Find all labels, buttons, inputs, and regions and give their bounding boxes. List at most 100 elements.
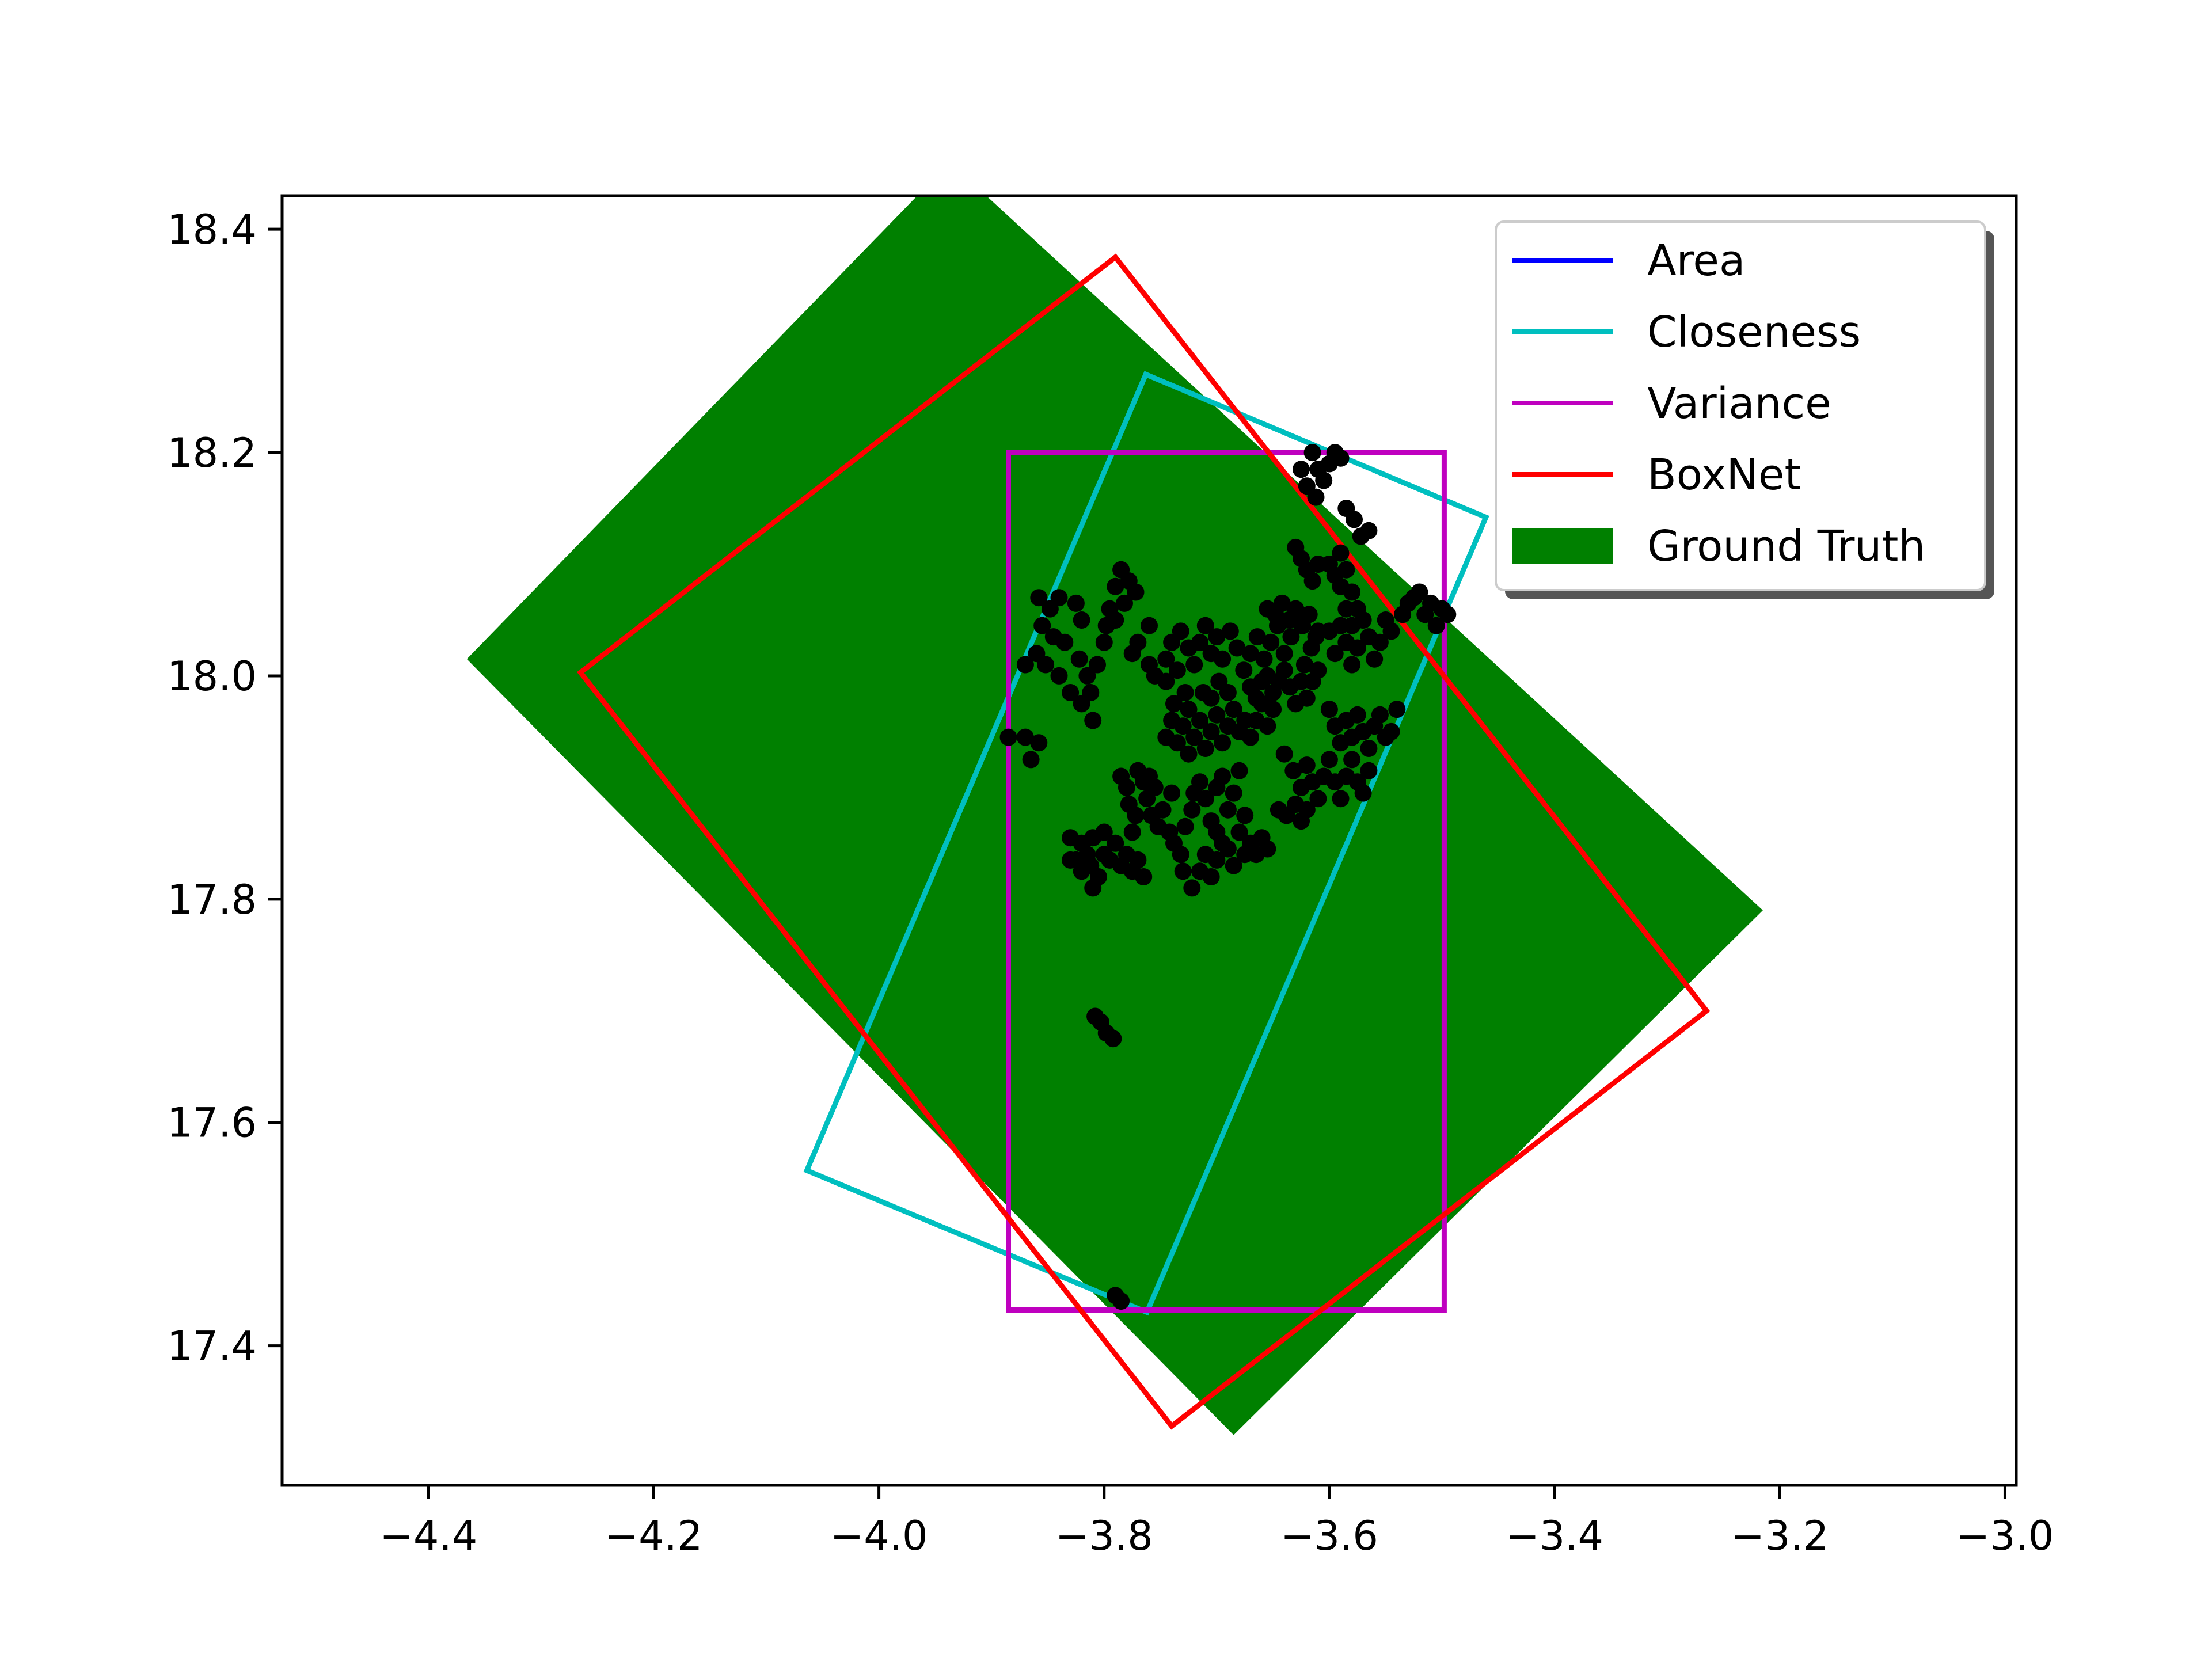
- data-point: [1298, 689, 1316, 707]
- data-point: [1067, 594, 1085, 612]
- data-point: [1050, 589, 1068, 607]
- data-point: [1185, 728, 1203, 746]
- data-point: [1141, 617, 1158, 634]
- x-tick-label: −3.4: [1506, 1512, 1603, 1560]
- data-point: [1180, 701, 1198, 718]
- data-point: [1360, 762, 1378, 779]
- data-point: [1228, 639, 1246, 657]
- data-point: [1176, 684, 1194, 701]
- data-point: [1284, 762, 1302, 779]
- data-point: [1219, 801, 1237, 819]
- data-point: [1225, 784, 1242, 802]
- data-point: [1107, 834, 1124, 852]
- data-point: [1214, 767, 1232, 785]
- data-point: [1107, 577, 1124, 595]
- legend-label-area: Area: [1647, 236, 1745, 286]
- data-point: [1073, 611, 1090, 629]
- data-point: [1275, 645, 1293, 663]
- x-tick-label: −3.0: [1956, 1512, 2054, 1560]
- data-point: [1360, 522, 1378, 539]
- data-point: [1300, 606, 1318, 623]
- ground-truth-box: [466, 196, 1763, 1435]
- data-point: [1411, 583, 1428, 601]
- data-point: [1332, 544, 1350, 562]
- data-point: [1303, 572, 1321, 590]
- data-point: [1168, 661, 1186, 679]
- data-point: [1242, 645, 1259, 663]
- data-point: [1176, 817, 1194, 835]
- data-point: [1259, 840, 1276, 858]
- data-point: [1320, 751, 1338, 769]
- axis-ticks: −4.4 −4.2 −4.0 −3.8 −3.6 −3.4 −3.2 −3.0 17.4 17.6…: [167, 206, 2054, 1560]
- legend-label-boxnet: BoxNet: [1647, 450, 1801, 500]
- data-point: [1033, 617, 1051, 634]
- data-point: [1236, 807, 1254, 824]
- data-point: [1174, 862, 1192, 880]
- data-point: [1343, 583, 1361, 601]
- data-point: [1332, 790, 1350, 808]
- data-point: [1037, 656, 1055, 674]
- data-point: [1116, 594, 1133, 612]
- data-point: [1208, 628, 1226, 646]
- data-point: [1172, 846, 1189, 864]
- data-point: [1084, 712, 1102, 729]
- data-point: [1225, 701, 1242, 718]
- data-point: [1219, 840, 1237, 858]
- data-point: [1348, 706, 1366, 724]
- x-tick-label: −4.4: [379, 1512, 477, 1560]
- data-point: [1129, 851, 1147, 869]
- data-point: [1255, 650, 1273, 668]
- data-point: [1202, 689, 1220, 707]
- y-tick-label: 17.6: [167, 1100, 257, 1147]
- legend: Area Closeness Variance BoxNet Ground Truth: [1495, 220, 1994, 599]
- data-point: [1221, 622, 1239, 640]
- data-point: [1298, 801, 1316, 819]
- data-point: [1326, 645, 1344, 663]
- data-point: [1097, 617, 1115, 634]
- data-point: [1191, 633, 1208, 651]
- data-point: [1262, 633, 1280, 651]
- data-point: [1242, 728, 1259, 746]
- data-point: [1295, 656, 1313, 674]
- data-point: [1298, 756, 1316, 774]
- data-point: [1030, 589, 1048, 607]
- data-point: [1315, 471, 1333, 489]
- scatter-points: [999, 444, 1457, 1310]
- data-point: [1293, 461, 1310, 478]
- data-point: [1382, 722, 1400, 740]
- legend-label-ground-truth: Ground Truth: [1647, 522, 1925, 571]
- data-point: [1185, 656, 1203, 674]
- data-point: [1073, 695, 1090, 713]
- x-tick-label: −3.8: [1055, 1512, 1153, 1560]
- data-point: [1090, 868, 1107, 885]
- data-point: [1287, 600, 1305, 618]
- data-point: [1307, 628, 1325, 646]
- data-point: [1427, 617, 1445, 634]
- data-point: [1157, 650, 1175, 668]
- legend-label-variance: Variance: [1647, 379, 1831, 428]
- data-point: [1309, 790, 1327, 808]
- boxnet-box: [576, 253, 1711, 1430]
- data-point: [1016, 728, 1034, 746]
- data-point: [1118, 778, 1135, 796]
- x-tick-label: −4.0: [830, 1512, 928, 1560]
- data-point: [1030, 734, 1048, 752]
- data-point: [1309, 661, 1327, 679]
- data-point: [1439, 606, 1457, 623]
- data-point: [999, 728, 1017, 746]
- data-point: [1163, 784, 1181, 802]
- data-point: [1214, 650, 1232, 668]
- x-tick-label: −3.6: [1280, 1512, 1378, 1560]
- data-point: [1056, 633, 1074, 651]
- data-point: [1348, 600, 1366, 618]
- data-point: [1343, 617, 1361, 634]
- data-point: [1050, 667, 1068, 685]
- data-point: [1382, 622, 1400, 640]
- legend-swatch-ground-truth: [1512, 528, 1613, 564]
- data-point: [1202, 868, 1220, 885]
- y-tick-label: 18.0: [167, 653, 257, 700]
- data-point: [1273, 594, 1291, 612]
- data-point: [1123, 823, 1141, 841]
